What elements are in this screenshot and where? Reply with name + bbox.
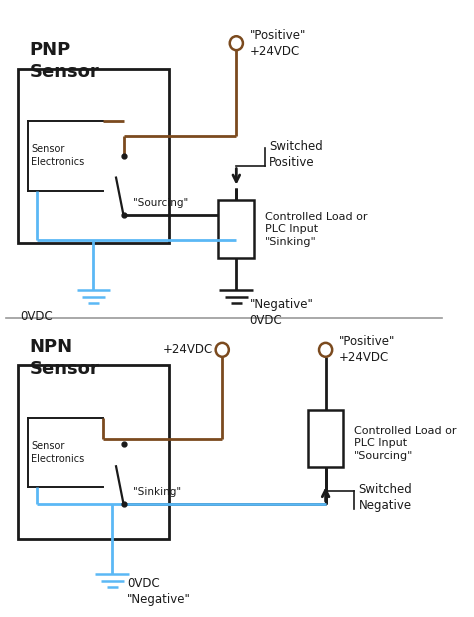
Text: PNP
Sensor: PNP Sensor (29, 41, 100, 81)
Text: "Sourcing": "Sourcing" (133, 199, 188, 209)
Circle shape (216, 343, 229, 357)
Bar (308, 410, 344, 467)
Text: NPN
Sensor: NPN Sensor (29, 338, 100, 378)
Text: 0VDC
"Negative": 0VDC "Negative" (128, 577, 191, 606)
Text: Switched
Positive: Switched Positive (269, 140, 323, 169)
Text: +24VDC: +24VDC (163, 343, 213, 356)
Text: Controlled Load or
PLC Input
"Sourcing": Controlled Load or PLC Input "Sourcing" (354, 426, 456, 461)
Text: Switched
Negative: Switched Negative (358, 482, 412, 511)
Text: "Negative"
0VDC: "Negative" 0VDC (249, 298, 313, 327)
Circle shape (230, 36, 243, 50)
Text: "Positive"
+24VDC: "Positive" +24VDC (249, 29, 306, 58)
Bar (18, 69, 169, 243)
Text: Controlled Load or
PLC Input
"Sinking": Controlled Load or PLC Input "Sinking" (264, 212, 367, 247)
Text: 0VDC: 0VDC (20, 310, 53, 323)
Bar (18, 365, 169, 539)
Text: "Positive"
+24VDC: "Positive" +24VDC (339, 335, 395, 364)
Text: Sensor
Electronics: Sensor Electronics (31, 144, 85, 167)
Bar (219, 201, 254, 259)
Text: "Sinking": "Sinking" (133, 487, 181, 497)
Text: Sensor
Electronics: Sensor Electronics (31, 441, 85, 464)
Circle shape (319, 343, 332, 357)
